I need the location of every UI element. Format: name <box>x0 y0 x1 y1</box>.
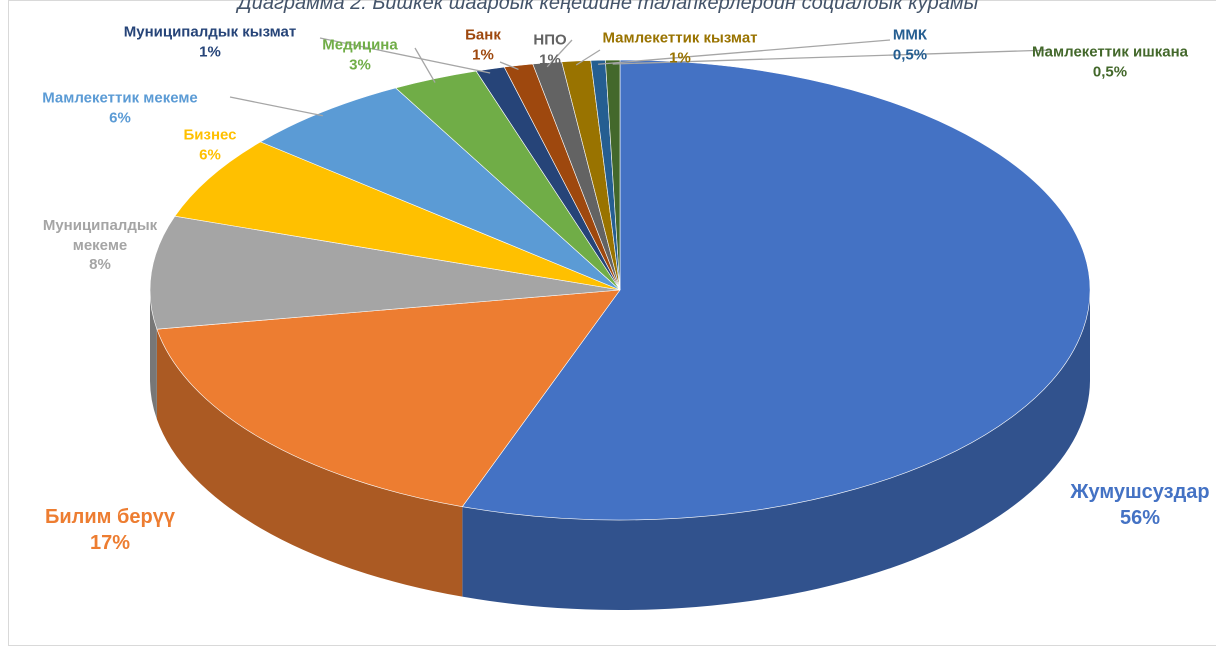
data-label: Медицина 3% <box>322 36 397 75</box>
data-label: Бизнес 6% <box>183 126 236 165</box>
label-name: Жумушсуздар <box>1070 481 1210 503</box>
chart-frame <box>8 0 1216 646</box>
slice <box>461 59 1091 521</box>
label-value: 3% <box>349 56 371 73</box>
slice <box>174 141 621 291</box>
label-name: Билим берүү <box>45 506 175 528</box>
label-value: 1% <box>539 51 561 68</box>
slice-side <box>150 290 157 420</box>
label-value: 6% <box>199 146 221 163</box>
label-value: 6% <box>109 109 131 126</box>
label-name: Банк <box>465 26 501 44</box>
chart-title: Диаграмма 2. Бишкек шаардык кеңешине тал… <box>237 0 979 14</box>
data-label: НПО 1% <box>533 31 566 70</box>
data-label: Мамлекеттик ишкана 0,5% <box>1032 43 1188 82</box>
leader-line <box>229 96 324 117</box>
leader-line <box>598 39 891 65</box>
data-label: Банк 1% <box>465 26 501 65</box>
data-label: Муниципалдык мекеме 8% <box>35 216 165 275</box>
data-label: ММК 0,5% <box>893 26 927 65</box>
leader-line <box>414 47 436 83</box>
leader-line <box>612 49 1051 65</box>
leader-line <box>546 39 573 68</box>
label-name: Медицина <box>322 36 398 54</box>
label-name: Муниципалдык мекеме <box>42 216 158 254</box>
label-value: 1% <box>199 43 221 60</box>
label-value: 17% <box>89 532 131 554</box>
label-name: Муниципалдык кызмат <box>123 23 297 41</box>
data-label: Мамлекеттик кызмат 1% <box>602 29 757 68</box>
label-value: 8% <box>89 255 111 273</box>
data-label: Муниципалдык кызмат 1% <box>124 23 297 62</box>
label-name: Мамлекеттик мекеме <box>42 89 198 107</box>
slice-side <box>462 290 1091 611</box>
label-name: ММК <box>892 26 928 44</box>
slice <box>149 215 621 330</box>
slice <box>156 289 621 507</box>
data-label: Мамлекеттик мекеме 6% <box>42 89 198 128</box>
slice <box>605 59 621 291</box>
data-label: Билим берүү 17% <box>45 504 175 556</box>
label-name: Бизнес <box>183 126 237 144</box>
label-value: 0,5% <box>892 46 928 63</box>
slice <box>259 87 621 291</box>
data-label: Жумушсуздар 56% <box>1070 479 1209 531</box>
label-name: НПО <box>533 31 567 49</box>
label-name: Мамлекеттик ишкана <box>1031 43 1189 61</box>
leader-line <box>499 61 519 71</box>
leader-line <box>575 49 601 66</box>
label-value: 1% <box>669 49 691 66</box>
label-value: 0,5% <box>1092 63 1128 80</box>
label-value: 1% <box>472 46 494 63</box>
label-name: Мамлекеттик кызмат <box>602 29 758 47</box>
leader-line <box>319 37 491 74</box>
label-value: 56% <box>1119 507 1161 529</box>
